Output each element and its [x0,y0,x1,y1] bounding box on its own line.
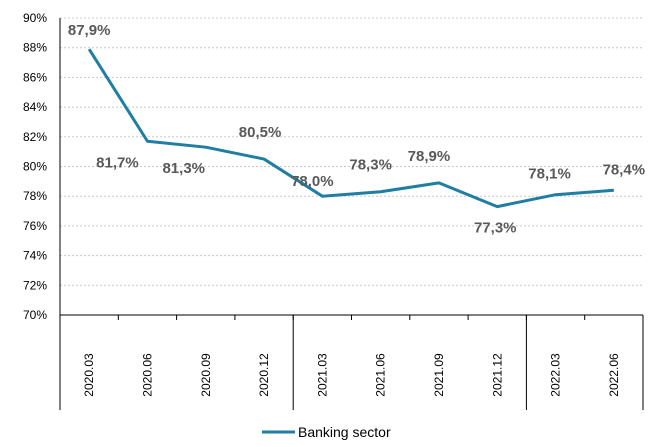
series-line [87,48,614,209]
data-label: 81,7% [96,154,139,171]
data-label: 80,5% [239,124,282,141]
x-tick-label: 2020.09 [199,353,213,397]
y-tick-label: 80% [23,160,47,174]
y-tick-label: 86% [23,70,47,84]
y-tick-label: 72% [23,278,47,292]
gridlines [60,17,643,286]
data-label: 78,0% [291,173,334,190]
x-tick-label: 2021.06 [374,353,388,397]
series-lines [87,48,614,209]
data-label: 78,4% [603,161,646,178]
y-tick-label: 70% [23,308,47,322]
data-label: 77,3% [474,220,517,237]
data-label: 78,9% [408,148,451,165]
y-tick-label: 82% [23,130,47,144]
legend-label: Banking sector [298,424,391,440]
data-label: 78,1% [528,166,571,183]
x-tick-label: 2021.09 [432,353,446,397]
y-tick-label: 74% [23,249,47,263]
x-axis-tick-labels: 2020.03 2020.06 2020.09 2020.12 2021.03 2021.… [82,353,621,397]
y-tick-label: 78% [23,189,47,203]
legend: Banking sector [262,424,391,440]
y-tick-label: 84% [23,100,47,114]
y-tick-label: 88% [23,41,47,55]
data-label: 78,3% [349,157,392,174]
x-tick-label: 2021.12 [490,353,504,397]
y-tick-label: 76% [23,219,47,233]
data-label: 87,9% [68,22,111,39]
y-tick-label: 90% [23,11,47,25]
x-tick-label: 2020.06 [140,353,154,397]
x-tick-label: 2022.03 [549,353,563,397]
x-tick-label: 2022.06 [607,353,621,397]
x-tick-label: 2021.03 [315,353,329,397]
x-tick-label: 2020.03 [82,353,96,397]
y-axis-tick-labels: 70% 72% 74% 76% 78% 80% 82% 84% 86% 88% 90% [23,11,47,322]
data-labels: 87,9% 81,7% 81,3% 80,5% 78,0% 78,3% 78,9% 77,3%… [68,22,645,236]
axes [59,18,644,410]
data-label: 81,3% [162,160,205,177]
x-tick-label: 2020.12 [257,353,271,397]
